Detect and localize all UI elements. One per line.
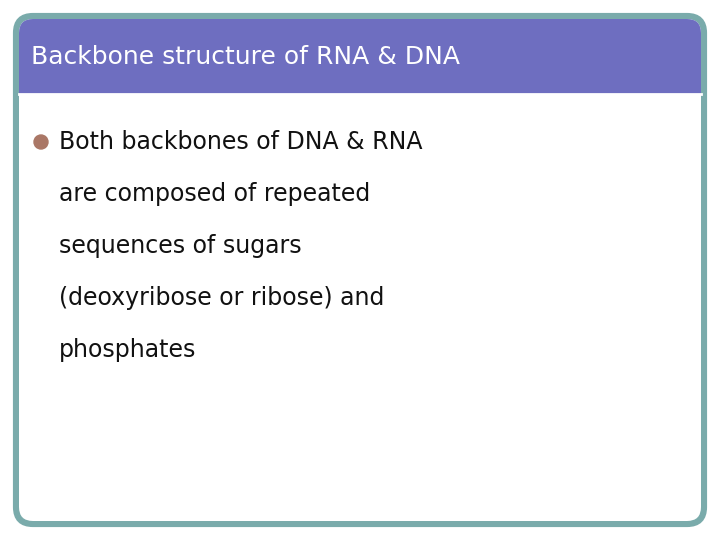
Text: sequences of sugars: sequences of sugars xyxy=(59,234,302,258)
FancyBboxPatch shape xyxy=(19,19,701,521)
Text: Backbone structure of RNA & DNA: Backbone structure of RNA & DNA xyxy=(31,44,460,69)
Text: phosphates: phosphates xyxy=(59,338,197,362)
FancyBboxPatch shape xyxy=(19,19,701,94)
Text: are composed of repeated: are composed of repeated xyxy=(59,182,370,206)
Bar xyxy=(19,57,701,94)
Text: (deoxyribose or ribose) and: (deoxyribose or ribose) and xyxy=(59,286,384,310)
Text: Both backbones of DNA & RNA: Both backbones of DNA & RNA xyxy=(59,130,423,154)
Circle shape xyxy=(34,135,48,149)
FancyBboxPatch shape xyxy=(15,15,705,525)
